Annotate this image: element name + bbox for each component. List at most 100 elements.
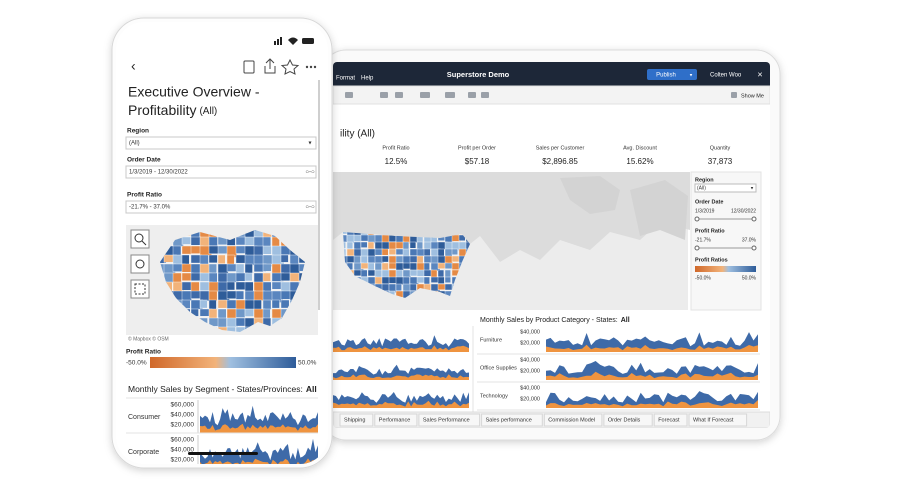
zoom-tool[interactable] — [130, 229, 150, 249]
tab-label[interactable]: Sales performance — [486, 417, 532, 423]
tool-icon[interactable] — [345, 92, 353, 98]
dropdown[interactable] — [694, 183, 757, 193]
menu-item[interactable]: Format — [336, 76, 355, 82]
caret[interactable]: ▾ — [690, 72, 693, 78]
region-tile — [217, 281, 228, 292]
kpi-label: Profit per Order — [458, 145, 496, 151]
filter-panel-bg — [690, 171, 762, 311]
tab[interactable] — [688, 413, 748, 427]
tab[interactable] — [418, 413, 481, 427]
chart-title: Monthly Sales by Segment - States/Provin… — [128, 384, 317, 394]
notes-icon[interactable] — [243, 60, 255, 74]
tab-label[interactable]: What If Forecast — [693, 417, 734, 423]
publish-label[interactable]: Publish — [656, 73, 676, 79]
select-icon[interactable] — [134, 283, 146, 295]
region-tile — [244, 308, 254, 317]
ratio-max: 37.0% — [742, 237, 757, 243]
zoom-icon[interactable] — [134, 233, 144, 243]
filter-value[interactable]: 1/3/2019 - 12/30/2022 — [129, 170, 188, 176]
filter-label: Profit Ratio — [695, 228, 725, 234]
y-tick-label: $40,000 — [171, 447, 195, 454]
tool-icon[interactable] — [395, 92, 403, 98]
back-button[interactable]: ‹ — [131, 58, 136, 74]
region-tile — [423, 248, 431, 257]
region-tile — [271, 299, 280, 309]
region-tile — [402, 248, 410, 258]
chart-title-text: Monthly Sales by Product Category - Stat… — [480, 317, 618, 324]
favorite-icon[interactable] — [280, 58, 300, 75]
filter-affordance[interactable]: ▾ — [308, 141, 311, 147]
dropdown-value[interactable]: (All) — [697, 185, 706, 191]
profit-area — [546, 400, 758, 408]
region-tile — [360, 269, 368, 277]
tab-label[interactable]: Shipping — [344, 417, 365, 423]
tab-label[interactable]: Commission Model — [548, 417, 595, 423]
region-tile — [280, 281, 291, 292]
tab[interactable] — [543, 413, 603, 427]
region-tile — [360, 262, 370, 269]
legend-title: Profit Ratios — [695, 257, 728, 263]
filter-control[interactable] — [125, 165, 317, 179]
more-icon[interactable] — [305, 65, 317, 69]
tab[interactable] — [653, 413, 688, 427]
zoom-icon[interactable] — [141, 240, 147, 246]
region-tile — [172, 245, 182, 256]
reset-tool[interactable] — [130, 254, 150, 274]
tool-icon[interactable] — [468, 92, 476, 98]
chart-filter: All — [306, 384, 317, 394]
region-tile — [235, 245, 246, 254]
kpi-value: 15.62% — [626, 157, 653, 166]
region-tile — [409, 283, 417, 292]
caret[interactable]: ▾ — [751, 185, 754, 191]
tab[interactable] — [339, 413, 374, 427]
region-tile — [381, 262, 389, 271]
tool-icon[interactable] — [445, 92, 455, 98]
legend-title: Profit Ratio — [126, 349, 161, 356]
filter-affordance[interactable]: ○-○ — [305, 170, 315, 176]
filter-value[interactable]: -21.7% - 37.0% — [129, 205, 171, 211]
region-tile — [181, 236, 191, 245]
region-tile — [346, 255, 356, 263]
tab-label[interactable]: Sales Performance — [423, 417, 470, 423]
menu-item[interactable]: Help — [361, 76, 374, 82]
dashboard-title-suffix: (All) — [199, 106, 217, 117]
tool-icon[interactable] — [420, 92, 430, 98]
show-me-icon[interactable] — [731, 92, 737, 98]
tool-icon[interactable] — [380, 92, 388, 98]
slider-handle[interactable] — [751, 245, 757, 251]
y-tick-label: $40,000 — [520, 357, 540, 363]
region-tile — [451, 248, 458, 256]
reset-icon[interactable] — [135, 259, 145, 269]
filter-label: Order Date — [695, 199, 723, 205]
user-name[interactable]: Colten Woo — [710, 73, 742, 79]
show-me[interactable]: Show Me — [741, 93, 764, 99]
tab[interactable] — [603, 413, 653, 427]
filter-value[interactable]: (All) — [129, 141, 140, 147]
tab-label[interactable]: Order Details — [608, 417, 641, 423]
region-tile — [199, 290, 210, 302]
region-tile — [199, 299, 208, 309]
slider-handle[interactable] — [751, 216, 757, 222]
slider-handle[interactable] — [694, 245, 700, 251]
select-tool[interactable] — [130, 279, 150, 299]
tab[interactable] — [374, 413, 418, 427]
filter-control[interactable] — [125, 136, 317, 150]
publish-button[interactable] — [647, 69, 697, 80]
close-button[interactable]: × — [757, 69, 762, 79]
filter-affordance[interactable]: ○-○ — [305, 205, 315, 211]
tab-label[interactable]: Forecast — [658, 417, 680, 423]
tab-label[interactable]: Performance — [379, 417, 411, 423]
share-icon[interactable] — [264, 58, 276, 74]
kpi-label: Quantity — [710, 145, 731, 151]
filter-control[interactable] — [125, 200, 317, 214]
phone: ‹ Executive Overview - Profitability (All… — [111, 17, 333, 469]
region-tile — [262, 263, 272, 272]
tool-icon[interactable] — [481, 92, 489, 98]
tab[interactable] — [481, 413, 543, 427]
legend-min: -50.0% — [695, 275, 711, 281]
region-tile — [343, 232, 349, 235]
slider-handle[interactable] — [694, 216, 700, 222]
region-tile — [409, 241, 417, 249]
